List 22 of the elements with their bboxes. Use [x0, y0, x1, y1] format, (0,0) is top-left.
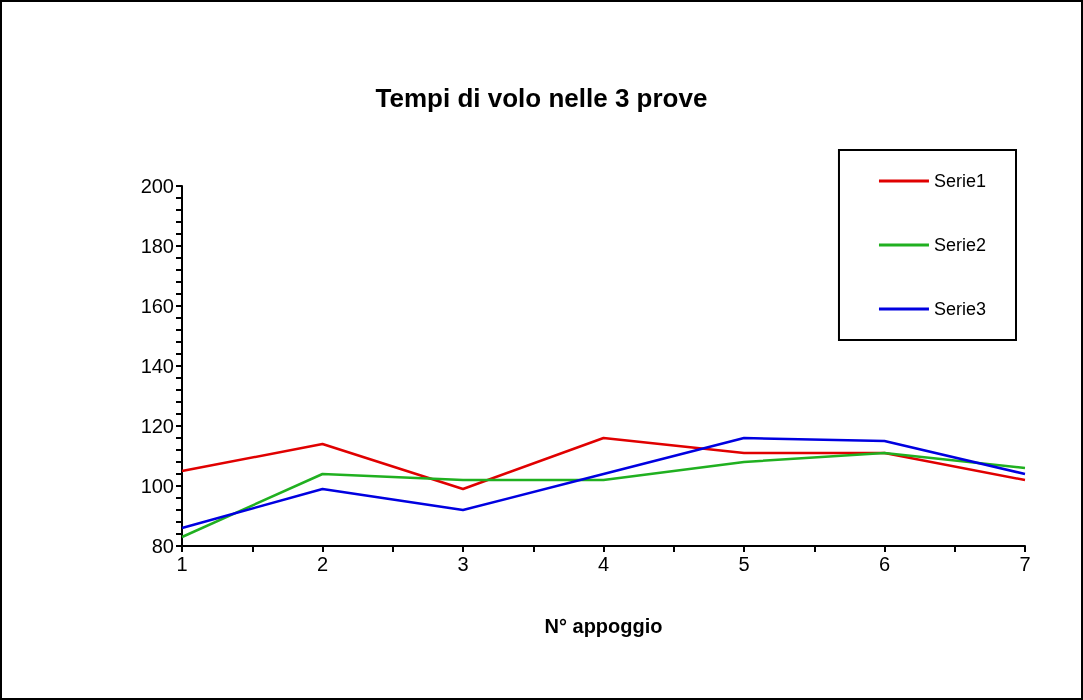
x-tick-label: 7: [1019, 553, 1031, 575]
x-tick-label: 4: [597, 553, 610, 575]
x-tick-label: 1: [176, 553, 188, 575]
line-series: [180, 436, 1027, 491]
x-tick-label: 5: [738, 553, 750, 575]
legend-label: Serie3: [933, 299, 986, 319]
y-tick-label: 140: [140, 355, 174, 377]
x-tick-label: 3: [457, 553, 469, 575]
y-tick-label: 160: [140, 295, 174, 317]
x-tick-label: 2: [316, 553, 329, 575]
chart-title: Tempi di volo nelle 3 prove: [375, 83, 708, 113]
y-tick-label: 100: [140, 475, 174, 497]
x-tick-label: 6: [878, 553, 891, 575]
y-tick-label: 200: [140, 175, 174, 197]
y-tick-label: 180: [140, 235, 174, 257]
line-series: [180, 451, 1027, 539]
y-tick-label: 80: [151, 535, 174, 557]
legend-label: Serie1: [933, 171, 986, 191]
legend-label: Serie2: [933, 235, 986, 255]
y-tick-label: 120: [140, 415, 174, 437]
line-series: [180, 436, 1027, 530]
x-axis-title: N° appoggio: [544, 615, 663, 637]
